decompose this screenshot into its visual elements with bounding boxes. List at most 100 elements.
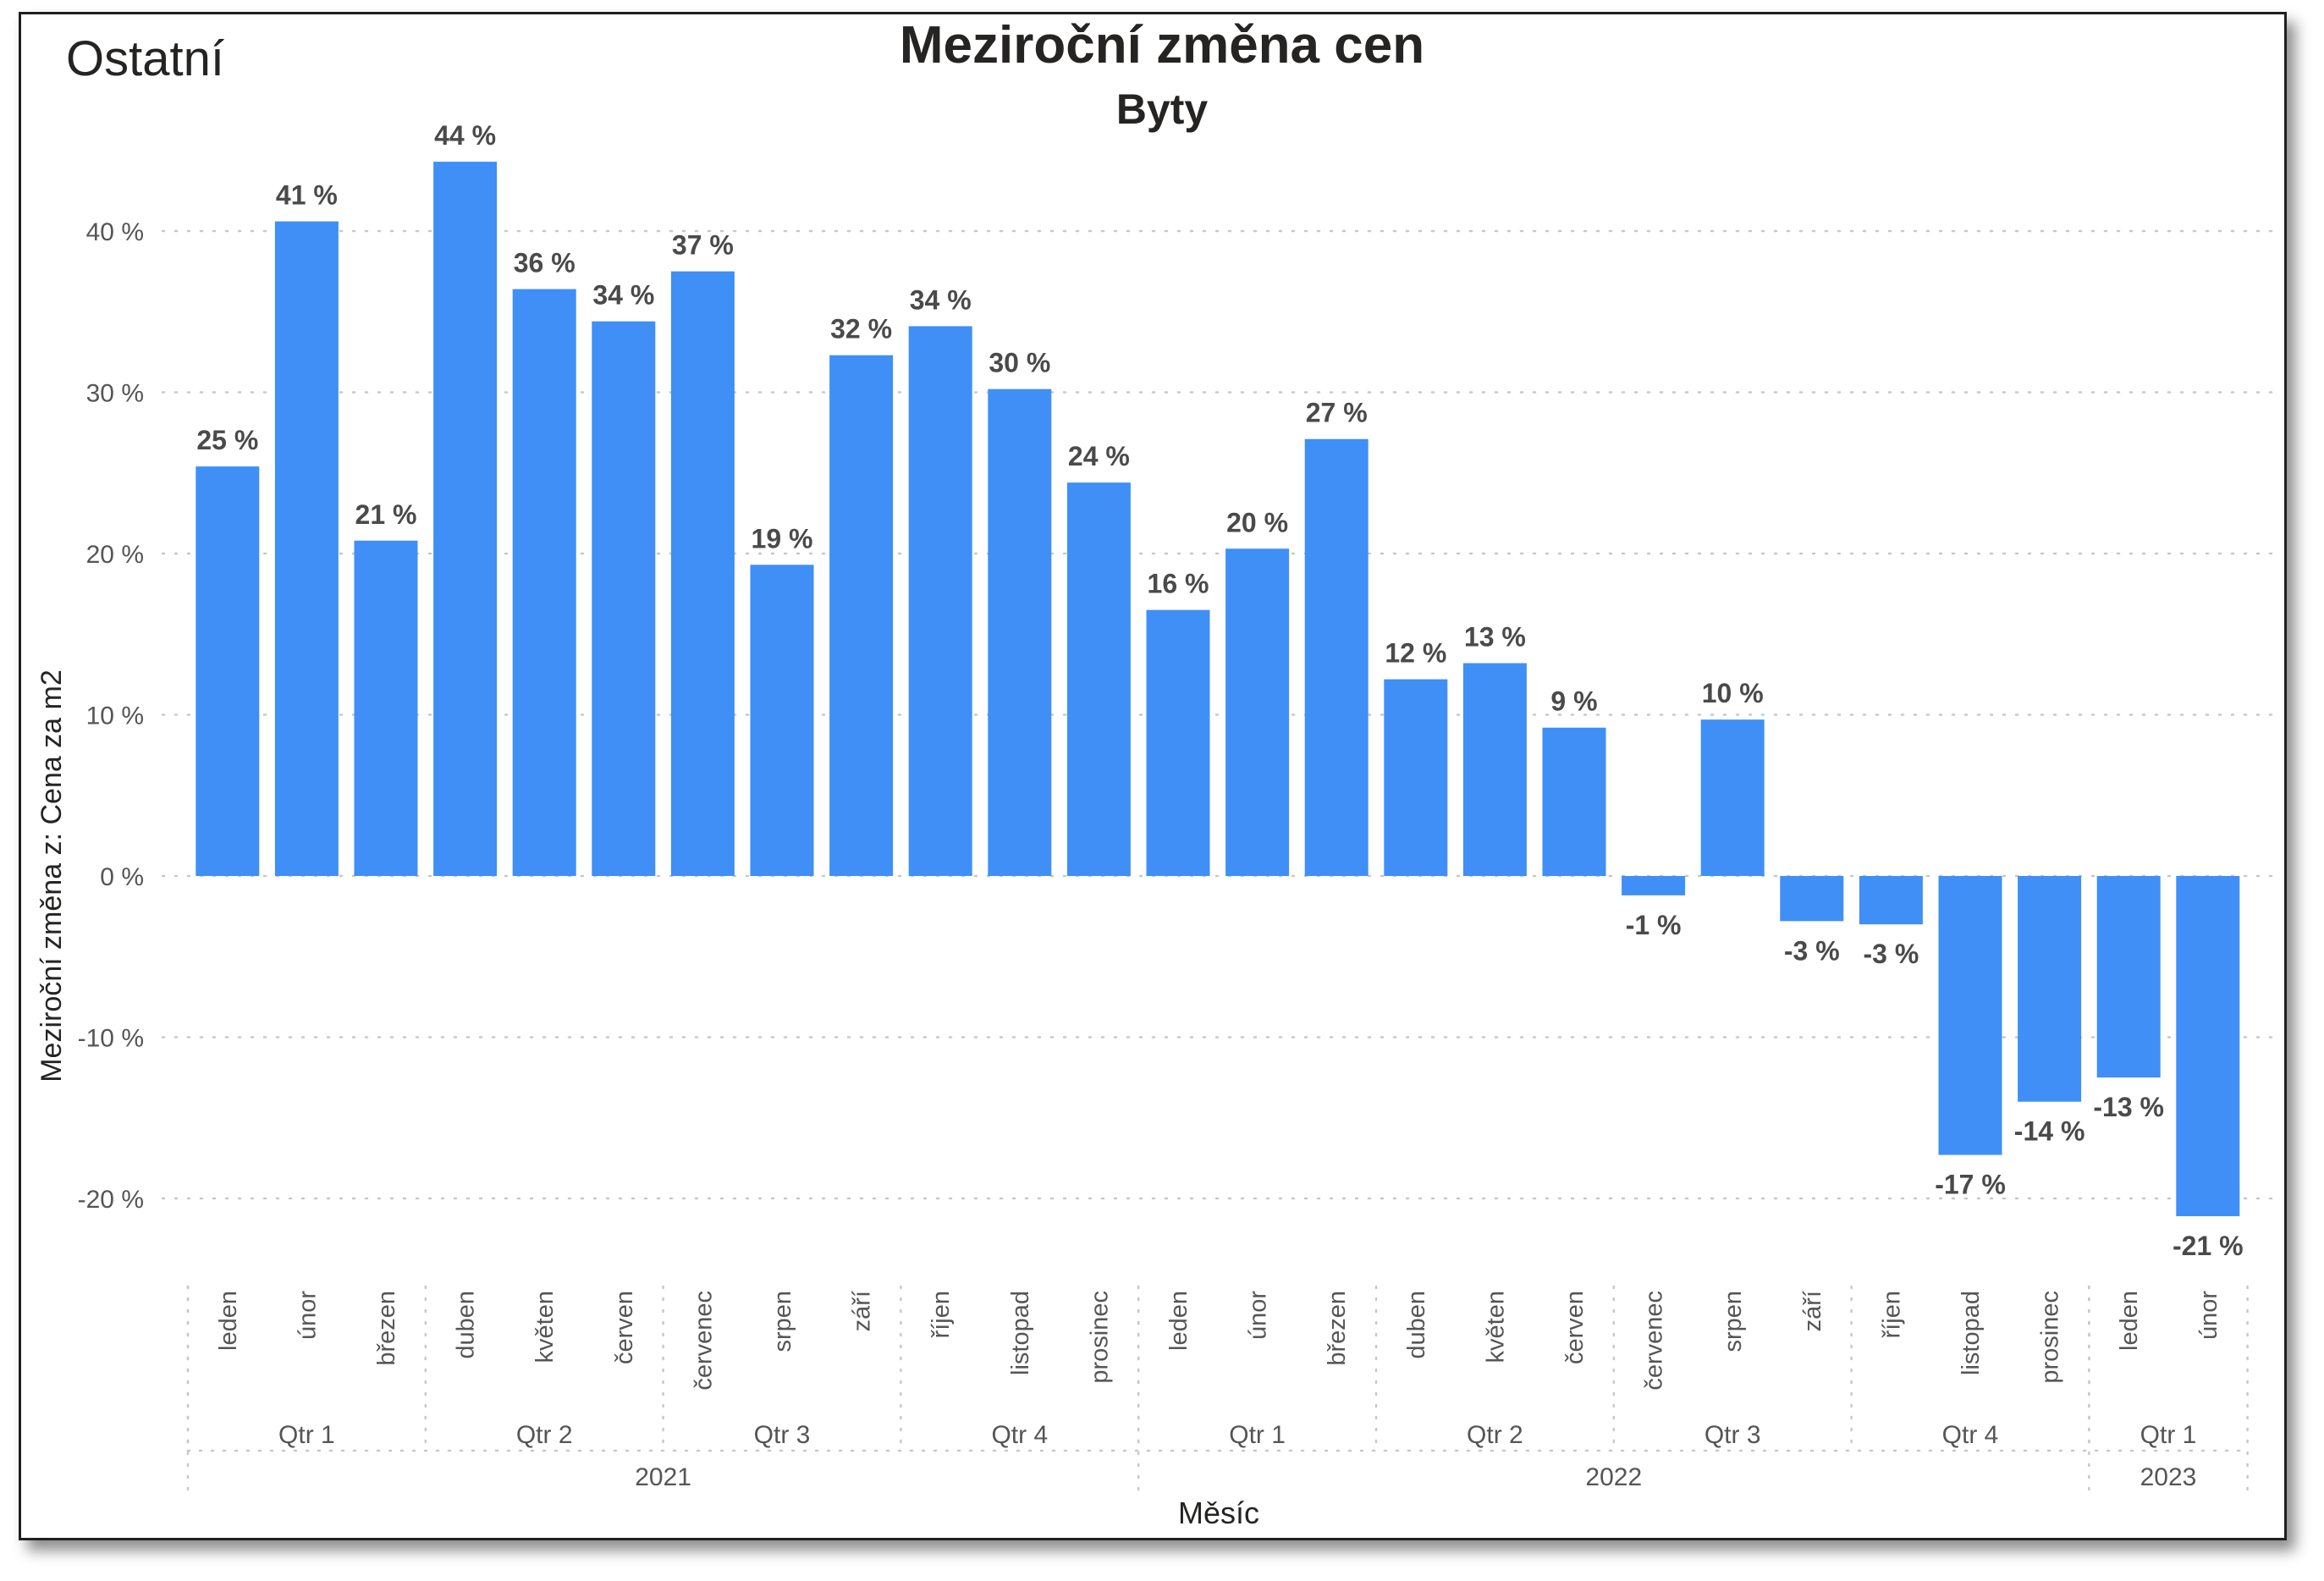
year-label: 2023 — [2140, 1463, 2197, 1491]
bar[interactable] — [1462, 663, 1527, 876]
x-tick-label: září — [1799, 1291, 1826, 1331]
bar[interactable] — [908, 326, 972, 876]
x-tick-label: červen — [611, 1291, 638, 1364]
x-axis: leden únor březen duben květen červen červenec… — [186, 1285, 2249, 1496]
bar-data-label: 24 % — [1068, 441, 1130, 471]
bar-data-label: 36 % — [514, 248, 575, 278]
bar-data-label: 41 % — [276, 180, 338, 211]
y-tick-label: 20 % — [86, 541, 144, 569]
year-label: 2022 — [1585, 1463, 1642, 1491]
bar[interactable] — [1542, 727, 1606, 876]
bar[interactable] — [274, 221, 339, 876]
y-tick-label: 0 % — [100, 863, 144, 891]
quarter-label: Qtr 4 — [991, 1421, 1048, 1449]
bar-data-label: 13 % — [1464, 622, 1526, 653]
bar-data-label: -14 % — [2014, 1116, 2085, 1147]
bar-data-label: 20 % — [1226, 507, 1288, 537]
x-tick-label: říjen — [928, 1291, 955, 1338]
bar-data-label: 34 % — [910, 284, 972, 315]
bar[interactable] — [2096, 876, 2161, 1078]
bar[interactable] — [1066, 482, 1131, 876]
bar[interactable] — [1304, 438, 1369, 876]
x-tick-label: leden — [1165, 1291, 1192, 1351]
bar[interactable] — [1146, 609, 1210, 876]
quarter-label: Qtr 1 — [1229, 1421, 1286, 1449]
y-tick-label: -10 % — [78, 1025, 144, 1053]
quarter-label: Qtr 1 — [278, 1421, 335, 1449]
bar-data-label: 10 % — [1702, 678, 1764, 708]
x-tick-label: říjen — [1878, 1291, 1905, 1338]
x-tick-label: červenec — [690, 1291, 717, 1391]
x-tick-label: listopad — [1007, 1291, 1034, 1375]
bar[interactable] — [988, 388, 1052, 876]
gridlines — [161, 229, 2275, 1200]
bars — [196, 162, 2240, 1216]
bar-data-label: 16 % — [1148, 569, 1209, 599]
x-tick-label: březen — [1324, 1291, 1351, 1366]
x-tick-label: prosinec — [1086, 1291, 1113, 1384]
y-axis: 40 % 30 % 20 % 10 % 0 % -10 % -20 % — [78, 218, 144, 1214]
bar[interactable] — [750, 565, 814, 876]
bar-data-label: 44 % — [434, 120, 496, 151]
chart-subtitle: Byty — [1115, 85, 1209, 133]
bar[interactable] — [433, 162, 498, 876]
x-tick-label: březen — [373, 1291, 400, 1366]
x-tick-label: leden — [215, 1291, 242, 1351]
x-tick-label: červen — [1561, 1291, 1589, 1364]
bar[interactable] — [670, 271, 735, 876]
year-label: 2021 — [635, 1463, 691, 1491]
x-tick-label: duben — [1403, 1291, 1430, 1359]
data-labels: 25 % 41 % 21 % 44 % 36 % 34 % 37 % 19 % 32 % 34 %… — [196, 120, 2243, 1261]
quarter-label: Qtr 4 — [1942, 1421, 1999, 1449]
bar[interactable] — [1384, 679, 1448, 876]
bar[interactable] — [2018, 876, 2082, 1102]
x-tick-label: srpen — [769, 1291, 796, 1352]
x-tick-label: srpen — [1720, 1291, 1747, 1352]
bar-data-label: 19 % — [752, 523, 813, 554]
bar[interactable] — [1225, 548, 1290, 876]
bar[interactable] — [1622, 876, 1686, 895]
bar[interactable] — [1859, 876, 1923, 925]
bar-data-label: -21 % — [2173, 1231, 2244, 1261]
x-tick-label: únor — [1245, 1291, 1272, 1340]
bar-data-label: -3 % — [1864, 939, 1919, 969]
bar-data-label: 37 % — [672, 230, 734, 261]
bar[interactable] — [1780, 876, 1844, 922]
quarter-label: Qtr 2 — [1467, 1421, 1523, 1449]
bar-data-label: 9 % — [1550, 686, 1597, 717]
quarter-label: Qtr 3 — [1704, 1421, 1761, 1449]
x-tick-label: prosinec — [2037, 1291, 2064, 1384]
bar-data-label: 30 % — [989, 348, 1050, 378]
x-tick-label: duben — [453, 1291, 480, 1359]
chart-title: Meziroční změna cen — [899, 16, 1425, 74]
bar[interactable] — [196, 466, 260, 876]
bar-data-label: 12 % — [1385, 638, 1446, 669]
quarter-label: Qtr 2 — [516, 1421, 573, 1449]
x-tick-label: květen — [531, 1291, 559, 1363]
bar[interactable] — [354, 540, 418, 876]
x-tick-label: únor — [294, 1291, 321, 1340]
bar[interactable] — [512, 289, 576, 877]
x-tick-label: květen — [1482, 1291, 1509, 1363]
bar-data-label: -3 % — [1784, 935, 1840, 966]
quarter-label: Qtr 1 — [2140, 1421, 2197, 1449]
x-tick-label: leden — [2116, 1291, 2143, 1351]
corner-label: Ostatní — [66, 31, 224, 86]
bar[interactable] — [592, 321, 656, 876]
x-tick-label: únor — [2195, 1291, 2222, 1340]
x-tick-label: červenec — [1641, 1291, 1668, 1391]
bar[interactable] — [1700, 719, 1765, 876]
y-tick-label: 30 % — [86, 380, 144, 408]
bar[interactable] — [2176, 876, 2240, 1216]
bar[interactable] — [1938, 876, 2002, 1155]
bar-data-label: 21 % — [355, 499, 417, 530]
y-tick-label: 10 % — [86, 702, 144, 730]
y-axis-title: Meziroční změna z: Cena za m2 — [36, 669, 68, 1082]
bar-data-label: 25 % — [196, 425, 258, 455]
bar-data-label: 32 % — [830, 314, 892, 344]
bar[interactable] — [829, 355, 894, 876]
x-axis-title: Měsíc — [1178, 1496, 1259, 1530]
bar-data-label: 27 % — [1306, 398, 1368, 428]
quarter-label: Qtr 3 — [754, 1421, 811, 1449]
y-tick-label: 40 % — [86, 218, 144, 246]
